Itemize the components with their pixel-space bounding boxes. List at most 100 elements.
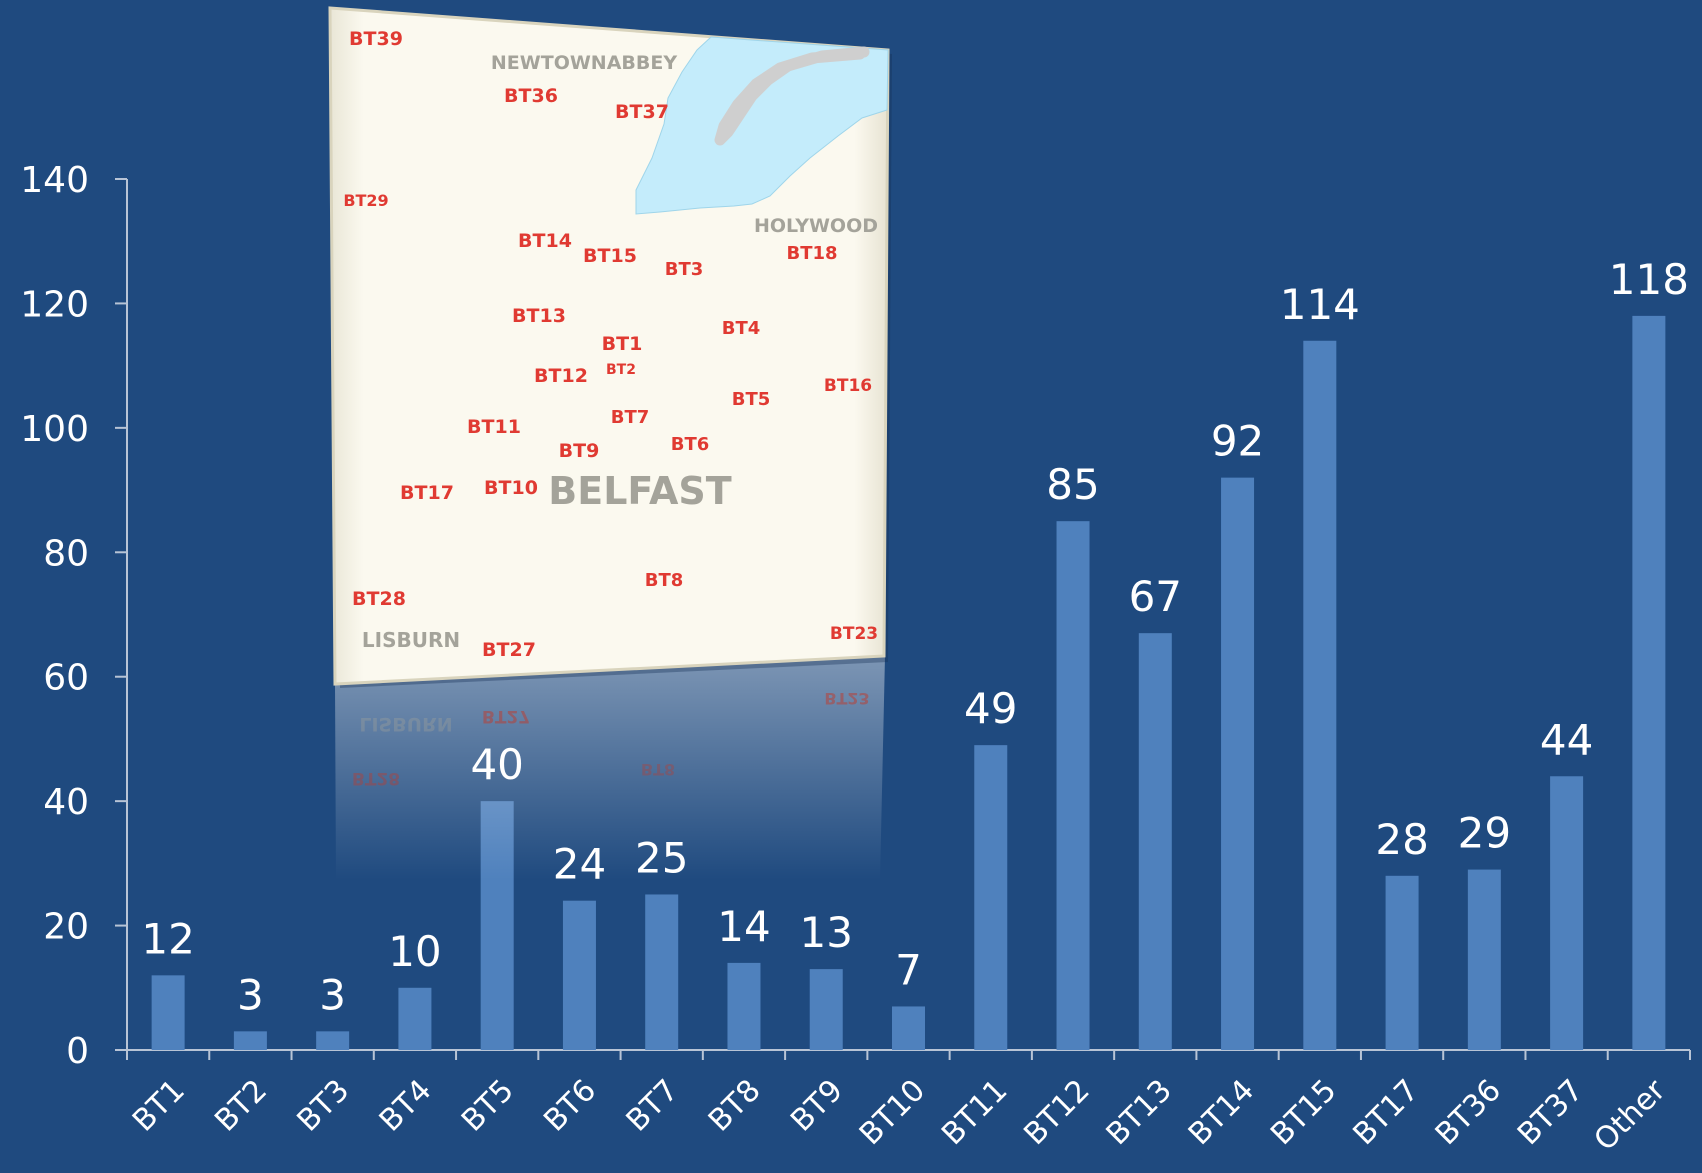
- bar-bt17: [1385, 875, 1419, 1050]
- town-label-belfast: BELFAST: [548, 469, 732, 513]
- bar-bt12: [1056, 521, 1090, 1050]
- bar-value-label-bt4: 10: [388, 927, 441, 976]
- map-postcode-bt13: BT13: [512, 305, 566, 327]
- map-postcode-labels: BT39 BT36 BT37 BT29 BT14 BT15 BT3 BT18 B…: [343, 28, 878, 661]
- map-postcode-bt5: BT5: [732, 389, 771, 410]
- x-ticks: [126, 1050, 1691, 1060]
- y-tick-label: 0: [66, 1031, 89, 1072]
- town-label-holywood: HOLYWOOD: [754, 215, 878, 237]
- map-postcode-bt29: BT29: [343, 191, 388, 210]
- x-tick-label-bt13: BT13: [1100, 1073, 1179, 1152]
- x-tick-label-bt37: BT37: [1511, 1073, 1590, 1152]
- map-postcode-bt7: BT7: [611, 407, 650, 428]
- reflection-label-bt23: BT23: [824, 689, 869, 708]
- x-tick-label-bt15: BT15: [1264, 1073, 1343, 1152]
- coastal-road: [714, 46, 870, 146]
- bar-value-label-bt9: 13: [800, 908, 853, 957]
- map-postcode-bt6: BT6: [671, 434, 710, 455]
- y-tick-label: 20: [43, 907, 89, 948]
- bar-bt9: [809, 969, 843, 1050]
- map-postcode-bt2: BT2: [606, 362, 636, 378]
- x-tick-label-bt1: BT1: [126, 1073, 192, 1139]
- map-postcode-bt1: BT1: [602, 333, 643, 355]
- belfast-lough-water: [635, 36, 889, 215]
- y-tick-label: 120: [20, 284, 89, 325]
- bar-value-label-bt13: 67: [1129, 572, 1182, 621]
- x-tick-label-bt17: BT17: [1346, 1073, 1425, 1152]
- x-tick-label-bt5: BT5: [455, 1073, 521, 1139]
- map-postcode-bt39: BT39: [349, 28, 403, 50]
- bar-value-label-bt36: 29: [1458, 809, 1511, 858]
- bar-value-label-bt3: 3: [319, 970, 346, 1019]
- x-tick-label-bt12: BT12: [1017, 1073, 1096, 1152]
- map-postcode-bt4: BT4: [722, 318, 761, 339]
- map-postcode-bt27: BT27: [482, 639, 536, 661]
- map-reflection: LISBURN BT27 BT23 BT28 BT8: [335, 656, 885, 880]
- map-postcode-bt14: BT14: [518, 230, 572, 252]
- bar-bt13: [1138, 633, 1172, 1050]
- x-tick-label-bt36: BT36: [1429, 1073, 1508, 1152]
- reflection-label-bt27: BT27: [482, 706, 530, 726]
- map-postcode-bt12: BT12: [534, 365, 588, 387]
- bar-bt36: [1467, 869, 1501, 1050]
- bar-value-label-bt10: 7: [895, 945, 922, 994]
- x-tick-label-bt14: BT14: [1182, 1073, 1261, 1152]
- bar-bt11: [974, 745, 1008, 1050]
- bar-value-label-bt15: 114: [1280, 280, 1360, 329]
- map-postcode-bt9: BT9: [559, 440, 600, 462]
- x-tick-labels: BT1 BT2 BT3 BT4 BT5 BT6 BT7 BT8 BT9 BT10 BT11 BT12 B…: [126, 1072, 1673, 1157]
- map-postcode-bt23: BT23: [830, 624, 878, 644]
- map-postcode-bt11: BT11: [467, 416, 521, 438]
- bar-other: [1632, 315, 1666, 1050]
- bar-value-label-other: 118: [1609, 255, 1689, 304]
- x-tick-label-bt3: BT3: [291, 1073, 357, 1139]
- y-tick-label: 40: [43, 782, 89, 823]
- bar-value-label-bt37: 44: [1540, 715, 1593, 764]
- y-tick-label: 140: [20, 160, 89, 201]
- x-tick-label-bt7: BT7: [620, 1073, 686, 1139]
- x-tick-label-bt11: BT11: [935, 1073, 1014, 1152]
- map-postcode-bt3: BT3: [665, 259, 704, 280]
- bar-bt10: [892, 1006, 925, 1050]
- bar-value-label-bt17: 28: [1375, 815, 1428, 864]
- bar-bt37: [1550, 776, 1584, 1050]
- map-postcode-bt16: BT16: [824, 376, 872, 396]
- x-tick-label-bt2: BT2: [208, 1073, 274, 1139]
- bar-bt1: [151, 975, 185, 1050]
- map-postcode-bt10: BT10: [484, 477, 538, 499]
- bar-value-label-bt2: 3: [237, 970, 264, 1019]
- bar-value-label-bt1: 12: [141, 914, 194, 963]
- y-tick-label: 100: [20, 409, 89, 450]
- town-label-newtownabbey: NEWTOWNABBEY: [491, 52, 677, 74]
- bar-value-label-bt12: 85: [1046, 460, 1099, 509]
- reflection-label-bt28: BT28: [352, 768, 400, 788]
- inset-map: LISBURN BT27 BT23 BT28 BT8 NEWTOWNABBEY …: [328, 6, 892, 880]
- bar-bt15: [1303, 340, 1337, 1050]
- town-label-lisburn: LISBURN: [362, 628, 460, 652]
- x-tick-label-bt9: BT9: [784, 1073, 850, 1139]
- map-postcode-bt15: BT15: [583, 245, 637, 267]
- y-tick-label: 60: [43, 658, 89, 699]
- bar-bt14: [1221, 477, 1255, 1051]
- x-tick-label-bt8: BT8: [702, 1073, 768, 1139]
- reflection-label-bt8: BT8: [641, 760, 675, 779]
- bar-bt7: [645, 894, 679, 1050]
- bar-value-label-bt11: 49: [964, 684, 1017, 733]
- bar-value-label-bt8: 14: [717, 902, 770, 951]
- map-postcode-bt36: BT36: [504, 85, 558, 107]
- x-tick-label-bt6: BT6: [537, 1073, 603, 1139]
- bar-bt8: [727, 962, 761, 1050]
- x-tick-label-bt10: BT10: [853, 1073, 932, 1152]
- x-tick-label-bt4: BT4: [373, 1073, 439, 1139]
- map-postcode-bt28: BT28: [352, 588, 406, 610]
- bar-bt2: [233, 1031, 267, 1050]
- bar-bt4: [398, 987, 432, 1050]
- x-tick-label-other: Other: [1588, 1072, 1673, 1157]
- bar-bt3: [316, 1031, 350, 1050]
- reflection-label-lisburn: LISBURN: [359, 713, 452, 735]
- bar-bt6: [562, 900, 596, 1050]
- bars: [151, 315, 1666, 1051]
- map-postcode-bt37: BT37: [615, 101, 669, 123]
- map-postcode-bt17: BT17: [400, 482, 454, 504]
